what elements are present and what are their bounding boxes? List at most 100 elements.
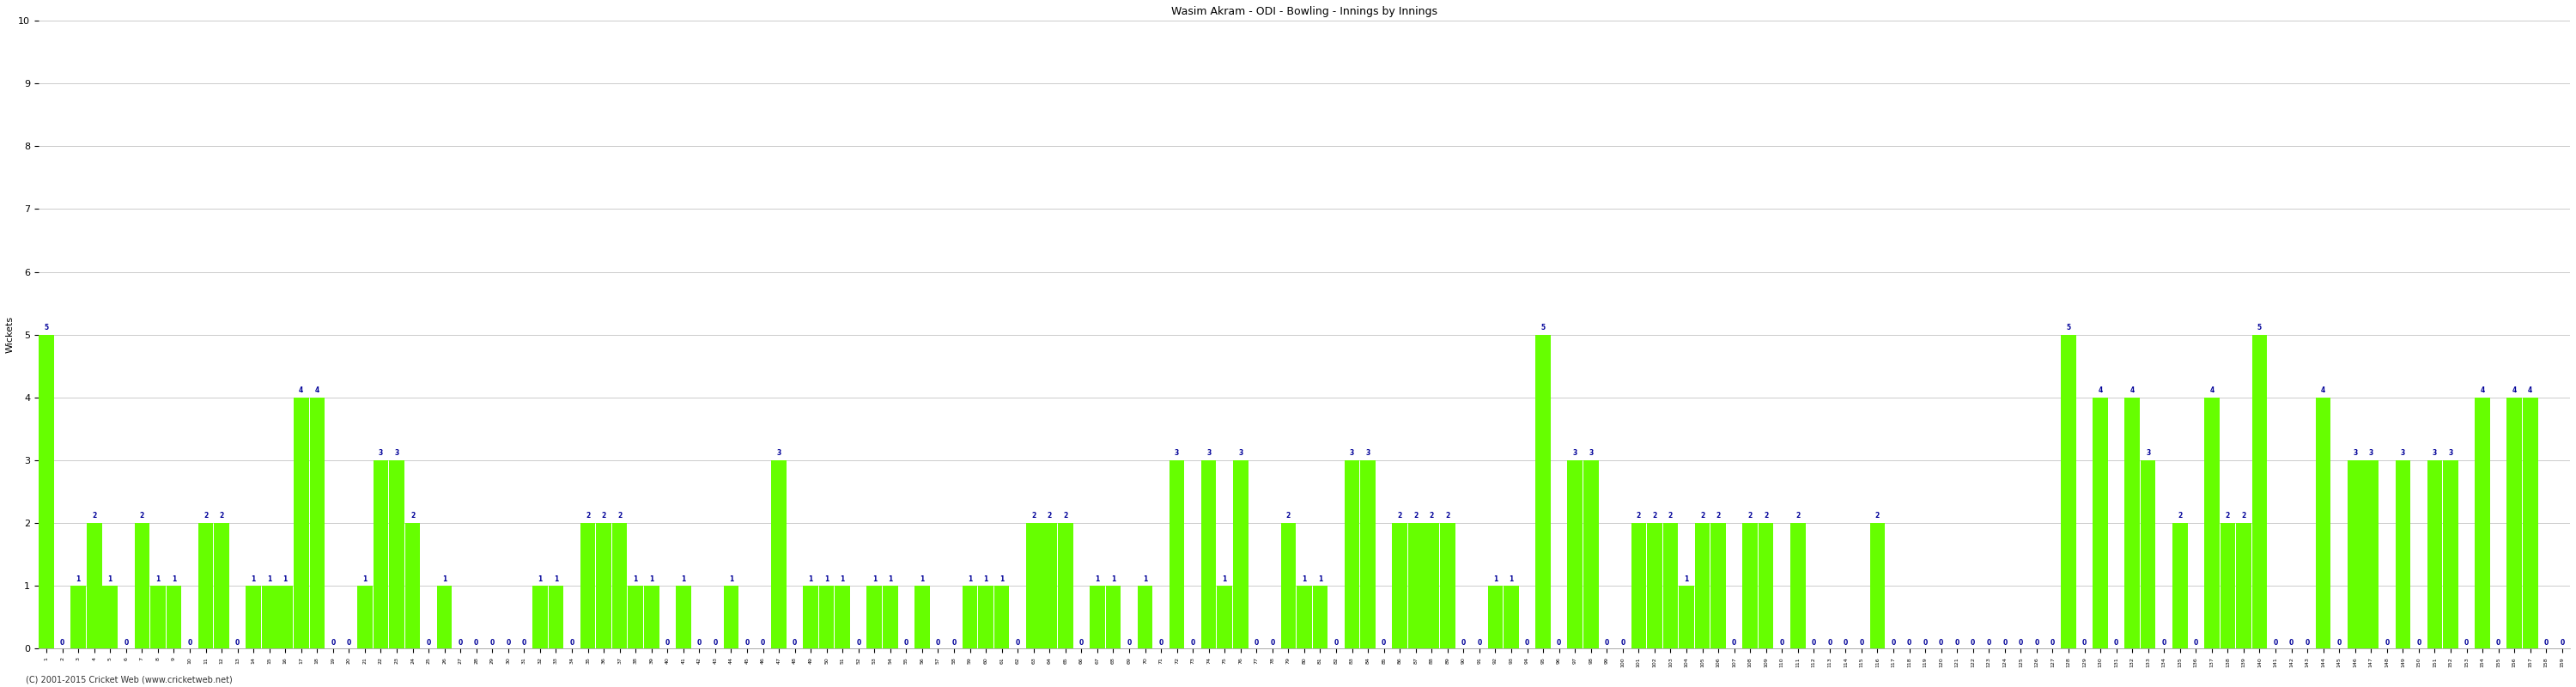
Text: 3: 3 — [775, 449, 781, 457]
Text: 0: 0 — [665, 639, 670, 647]
Bar — [963, 586, 976, 649]
Bar — [770, 460, 786, 649]
Text: 2: 2 — [1749, 513, 1752, 520]
Text: 2: 2 — [1399, 513, 1401, 520]
Bar — [358, 586, 374, 649]
Bar — [103, 586, 118, 649]
Text: 0: 0 — [1731, 639, 1736, 647]
Bar — [1631, 523, 1646, 649]
Text: 2: 2 — [1700, 513, 1705, 520]
Bar — [724, 586, 739, 649]
Text: 2: 2 — [1048, 513, 1051, 520]
Text: 0: 0 — [793, 639, 796, 647]
Text: 0: 0 — [459, 639, 464, 647]
Text: 3: 3 — [2370, 449, 2372, 457]
Bar — [39, 335, 54, 649]
Bar — [389, 460, 404, 649]
Text: 3: 3 — [2447, 449, 2452, 457]
Bar — [2251, 335, 2267, 649]
Text: 1: 1 — [108, 575, 113, 583]
Text: 1: 1 — [824, 575, 829, 583]
Bar — [134, 523, 149, 649]
Bar — [1139, 586, 1151, 649]
Text: 2: 2 — [410, 513, 415, 520]
Text: 1: 1 — [729, 575, 734, 583]
Bar — [819, 586, 835, 649]
Bar — [994, 586, 1010, 649]
Text: 1: 1 — [680, 575, 685, 583]
Text: 1: 1 — [809, 575, 814, 583]
Bar — [1280, 523, 1296, 649]
Bar — [2347, 460, 2362, 649]
Bar — [404, 523, 420, 649]
Text: 1: 1 — [538, 575, 544, 583]
Bar — [1360, 460, 1376, 649]
Bar — [1200, 460, 1216, 649]
Text: 2: 2 — [1285, 513, 1291, 520]
Text: 0: 0 — [1906, 639, 1911, 647]
Text: 4: 4 — [2097, 387, 2102, 394]
Text: 3: 3 — [2432, 449, 2437, 457]
Bar — [533, 586, 549, 649]
Bar — [1425, 523, 1440, 649]
Bar — [2362, 460, 2378, 649]
Text: 4: 4 — [2321, 387, 2326, 394]
Text: 0: 0 — [2496, 639, 2501, 647]
Text: 2: 2 — [585, 513, 590, 520]
Text: 0: 0 — [1811, 639, 1816, 647]
Bar — [1504, 586, 1520, 649]
Bar — [1584, 460, 1600, 649]
Text: 0: 0 — [1159, 639, 1164, 647]
Text: 4: 4 — [2481, 387, 2486, 394]
Text: 4: 4 — [299, 387, 304, 394]
Text: 0: 0 — [59, 639, 64, 647]
Bar — [2427, 460, 2442, 649]
Text: 2: 2 — [1445, 513, 1450, 520]
Bar — [1105, 586, 1121, 649]
Text: 0: 0 — [569, 639, 574, 647]
Text: 1: 1 — [252, 575, 255, 583]
Text: 3: 3 — [1589, 449, 1592, 457]
Text: 0: 0 — [904, 639, 909, 647]
Text: 0: 0 — [425, 639, 430, 647]
Bar — [374, 460, 389, 649]
Text: 0: 0 — [489, 639, 495, 647]
Text: 5: 5 — [2066, 324, 2071, 332]
Text: 3: 3 — [1365, 449, 1370, 457]
Text: 0: 0 — [348, 639, 350, 647]
Bar — [1409, 523, 1425, 649]
Text: 2: 2 — [1875, 513, 1880, 520]
Text: 0: 0 — [1255, 639, 1260, 647]
Text: 0: 0 — [1270, 639, 1275, 647]
Text: 5: 5 — [2257, 324, 2262, 332]
Text: 2: 2 — [139, 513, 144, 520]
Bar — [2506, 398, 2522, 649]
Bar — [644, 586, 659, 649]
Text: 1: 1 — [443, 575, 446, 583]
Text: 1: 1 — [840, 575, 845, 583]
Text: 1: 1 — [1494, 575, 1497, 583]
Text: 4: 4 — [2130, 387, 2136, 394]
Text: 0: 0 — [234, 639, 240, 647]
Text: 0: 0 — [330, 639, 335, 647]
Text: 2: 2 — [1636, 513, 1641, 520]
Bar — [245, 586, 260, 649]
Text: 0: 0 — [744, 639, 750, 647]
Text: 0: 0 — [1940, 639, 1942, 647]
Bar — [88, 523, 103, 649]
Text: 0: 0 — [1986, 639, 1991, 647]
Text: 1: 1 — [889, 575, 891, 583]
Text: 0: 0 — [714, 639, 719, 647]
Bar — [580, 523, 595, 649]
Text: 2: 2 — [2241, 513, 2246, 520]
Text: 0: 0 — [1015, 639, 1020, 647]
Bar — [2476, 398, 2491, 649]
Text: 0: 0 — [2035, 639, 2040, 647]
Bar — [278, 586, 294, 649]
Text: 4: 4 — [2527, 387, 2532, 394]
Text: 2: 2 — [1030, 513, 1036, 520]
Text: 0: 0 — [1525, 639, 1530, 647]
Text: 1: 1 — [1301, 575, 1306, 583]
Text: 3: 3 — [1574, 449, 1577, 457]
Bar — [1090, 586, 1105, 649]
